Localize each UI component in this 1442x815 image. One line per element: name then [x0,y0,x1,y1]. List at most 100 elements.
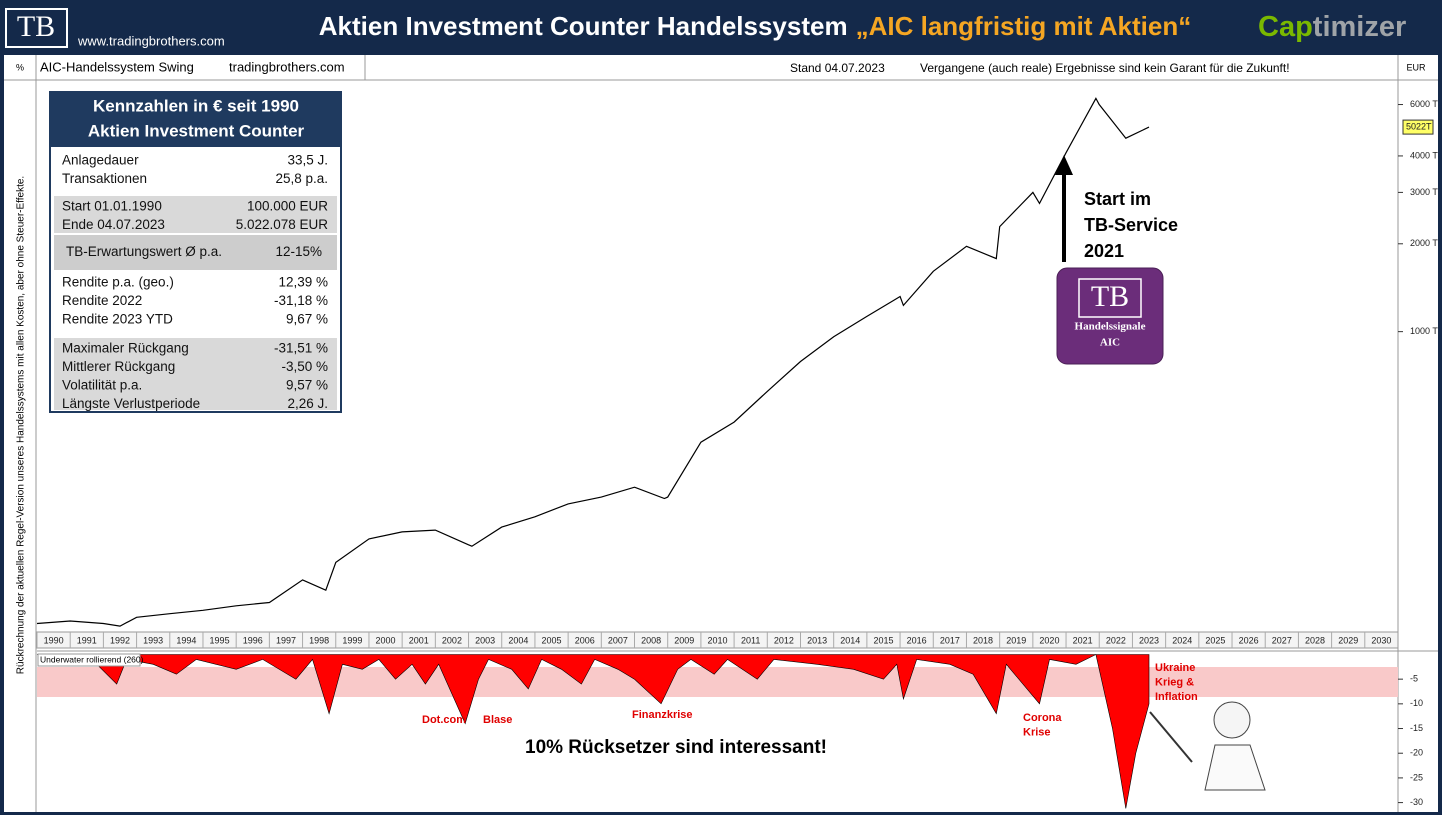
x-tick-label: 1996 [243,635,263,645]
brand-timizer: timizer [1313,11,1406,43]
unit: % [16,62,24,72]
y-tick-label: -30 [1410,797,1423,807]
x-tick-label: 2024 [1172,635,1192,645]
annotation: Dot.com Blase [422,714,512,726]
title: Aktien Investment Counter Handelssystem „… [319,11,1191,41]
x-tick-label: 1997 [276,635,296,645]
equity-line [36,97,1150,627]
x-tick-label: 2013 [807,635,827,645]
x-tick-label: 1990 [44,635,64,645]
x-tick-label: 2020 [1039,635,1059,645]
kennzahlen-value: 2,26 J. [287,396,328,411]
x-tick-label: 2026 [1239,635,1259,645]
tb-logo-line: AIC [1100,337,1120,349]
y-tick-label: -10 [1410,698,1423,708]
tb-logo: TB [1091,280,1129,313]
x-tick-label: 2023 [1139,635,1159,645]
current-value-label: 5022T [1406,121,1432,131]
x-tick-label: 2014 [840,635,860,645]
x-tick-label: 2007 [608,635,628,645]
kennzahlen-label: Ende 04.07.2023 [62,217,165,232]
y-tick-label: -5 [1410,674,1418,684]
kennzahlen-value: -3,50 % [281,359,328,374]
kennzahlen-value: 12,39 % [278,275,328,290]
side-note: Rückrechnung der aktuellen Regel-Version… [16,176,27,674]
annotation: Inflation [1155,691,1198,703]
professor-body [1204,744,1266,791]
kennzahlen-label: Start 01.01.1990 [62,199,162,214]
x-tick-label: 2011 [741,635,760,645]
annotation: Corona [1023,712,1062,724]
kennzahlen-label: Volatilität p.a. [62,378,142,393]
logo: TB [17,10,55,43]
kennzahlen-value: 12-15% [275,244,322,259]
x-tick-label: 1991 [77,635,97,645]
x-tick-label: 2010 [707,635,727,645]
current-value-tag [1402,119,1434,135]
kennzahlen-group [54,196,337,233]
x-tick-label: 2021 [1073,635,1093,645]
kennzahlen-group [54,338,337,410]
kennzahlen-value: -31,18 % [274,293,328,308]
kennzahlen-label: Mittlerer Rückgang [62,359,175,374]
x-tick-label: 2008 [641,635,661,645]
kennzahlen-label: Längste Verlustperiode [62,396,200,411]
kennzahlen-label: Rendite p.a. (geo.) [62,275,174,290]
x-tick-label: 2017 [940,635,960,645]
callout-text: TB-Service [1084,215,1178,235]
callout-text: 2021 [1084,241,1124,261]
pointer-stick [1149,711,1193,763]
arrow-head [1055,155,1073,175]
y-tick-label: 2000 T [1410,238,1438,248]
date: Stand 04.07.2023 [790,61,885,75]
brand: Captimizer [1258,11,1406,43]
kennzahlen-title: Kennzahlen in € seit 1990 [93,96,299,115]
tb-logo-box [1056,267,1164,365]
kennzahlen-label: Rendite 2023 YTD [62,312,173,327]
x-tick-label: 2003 [475,635,495,645]
x-tick-label: 2005 [542,635,562,645]
x-tick-label: 1993 [143,635,163,645]
x-tick-label: 2028 [1305,635,1325,645]
x-tick-label: 2002 [442,635,462,645]
tb-logo-frame [1078,278,1142,318]
kennzahlen-label: TB-Erwartungswert Ø p.a. [66,244,222,259]
annotation: Krise [1023,726,1051,738]
pane-title-bg [37,653,141,667]
x-tick-label: 2004 [508,635,528,645]
annotation: Krieg & [1155,676,1194,688]
y-tick-label: -25 [1410,772,1423,782]
x-tick-label: 2025 [1205,635,1225,645]
y-tick-label: 1000 T [1410,326,1438,336]
kennzahlen-label: Transaktionen [62,171,147,186]
kennzahlen-value: 25,8 p.a. [275,171,328,186]
brand-cap: Cap [1258,11,1313,43]
x-tick-label: 2029 [1338,635,1358,645]
pane-title: Underwater rollierend (260) [40,654,144,664]
annotation: Ukraine [1155,662,1195,674]
website: www.tradingbrothers.com [77,33,225,48]
y-tick-label: -20 [1410,748,1423,758]
x-tick-label: 2019 [1006,635,1026,645]
system-name: AIC-Handelssystem Swing [40,59,194,74]
currency: EUR [1406,62,1426,72]
underwater-area [36,654,1150,809]
kennzahlen-value: 100.000 EUR [247,199,328,214]
annotation: 10% Rücksetzer sind interessant! [525,737,827,758]
kennzahlen-group [54,150,337,190]
x-tick-label: 2000 [376,635,396,645]
kennzahlen-value: 9,67 % [286,312,328,327]
x-tick-label: 2022 [1106,635,1126,645]
kennzahlen-value: 33,5 J. [287,153,328,168]
kennzahlen-label: Maximaler Rückgang [62,341,189,356]
kennzahlen-group [54,272,337,332]
x-tick-label: 2012 [774,635,794,645]
x-tick-label: 2018 [973,635,993,645]
x-tick-label: 2030 [1371,635,1391,645]
kennzahlen-group [54,235,337,270]
y-tick-label: 6000 T [1410,99,1438,109]
y-tick-label: 3000 T [1410,187,1438,197]
x-tick-label: 2016 [907,635,927,645]
alert-zone [37,667,1398,697]
x-tick-label: 2006 [575,635,595,645]
